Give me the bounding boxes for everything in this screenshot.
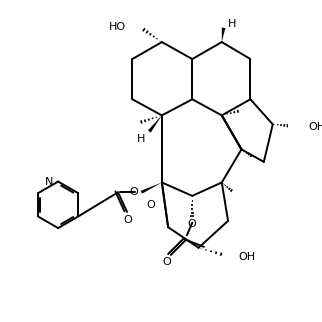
Text: O: O — [147, 200, 156, 210]
Text: H: H — [228, 19, 236, 29]
Polygon shape — [141, 183, 162, 194]
Text: HO: HO — [109, 22, 126, 32]
Text: O: O — [124, 215, 132, 225]
Text: N: N — [44, 176, 53, 186]
Polygon shape — [148, 115, 162, 133]
Text: O: O — [162, 257, 171, 267]
Text: OH: OH — [238, 252, 255, 262]
Text: O: O — [187, 220, 196, 230]
Text: OH: OH — [308, 122, 322, 132]
Text: H: H — [137, 134, 145, 144]
Polygon shape — [222, 27, 225, 42]
Text: O: O — [129, 187, 138, 197]
